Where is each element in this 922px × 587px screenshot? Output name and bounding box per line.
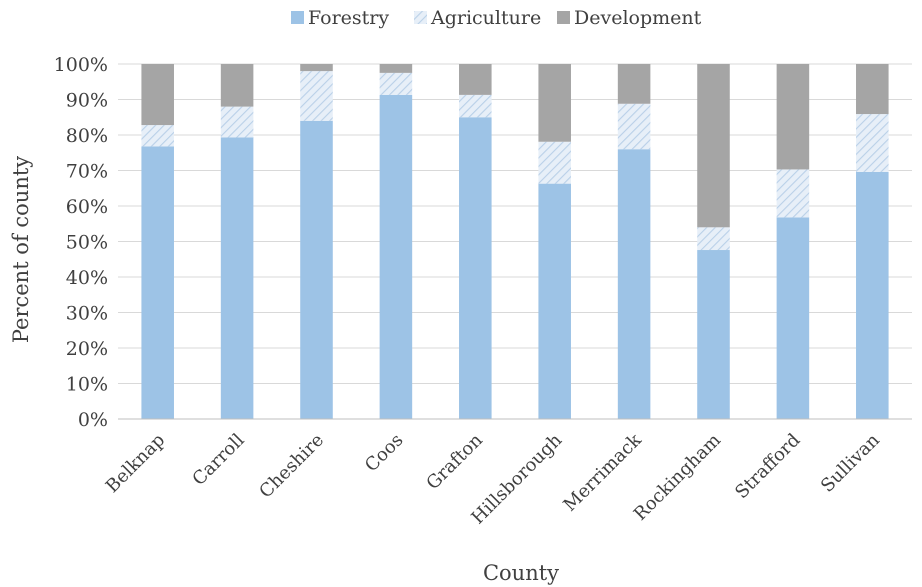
x-tick-label: Sullivan <box>817 429 884 496</box>
legend-swatch-forestry <box>291 11 304 24</box>
bars <box>141 64 889 420</box>
bar-agriculture-merrimack <box>617 103 651 150</box>
y-tick-label: 20% <box>66 338 108 360</box>
x-tick-label: Belknap <box>102 430 169 497</box>
legend: Forestry Agriculture Development <box>291 7 702 29</box>
legend-swatch-development <box>557 11 570 24</box>
y-tick-label: 30% <box>66 303 108 325</box>
bar-forestry-hillsborough <box>538 183 571 419</box>
y-tick-label: 70% <box>66 161 108 183</box>
bar-agriculture-rockingham <box>697 227 730 251</box>
y-tick-label: 90% <box>66 90 108 112</box>
bar-forestry-carroll <box>220 137 254 420</box>
bar-development-rockingham <box>697 64 730 228</box>
bar-development-belknap <box>141 64 174 126</box>
bar-development-grafton <box>459 64 492 95</box>
bar-forestry-grafton <box>459 117 492 419</box>
x-tick-label: Strafford <box>731 430 804 503</box>
bar-forestry-strafford <box>776 217 810 419</box>
y-tick-label: 60% <box>66 196 108 218</box>
legend-label-agriculture: Agriculture <box>430 7 541 29</box>
y-tick-label: 10% <box>66 374 108 396</box>
bar-development-carroll <box>220 64 254 107</box>
bar-development-strafford <box>776 64 810 170</box>
bar-agriculture-coos <box>379 72 413 95</box>
y-axis-title: Percent of county <box>9 156 33 343</box>
bar-agriculture-grafton <box>459 94 492 118</box>
x-tick-label: Merrimack <box>559 429 646 516</box>
bar-development-coos <box>379 64 413 73</box>
bar-development-cheshire <box>300 64 333 72</box>
bar-agriculture-carroll <box>220 106 254 138</box>
x-axis-ticks: Belknap Carroll Cheshire Coos GraftonHillsbo… <box>102 429 884 529</box>
legend-label-development: Development <box>574 7 702 29</box>
bar-forestry-sullivan <box>856 171 889 419</box>
bar-forestry-merrimack <box>617 149 651 419</box>
bar-agriculture-hillsborough <box>538 141 571 184</box>
y-tick-label: 0% <box>78 409 108 431</box>
bar-development-merrimack <box>617 64 651 104</box>
x-tick-label: Cheshire <box>255 430 328 503</box>
y-tick-label: 80% <box>66 125 108 147</box>
y-tick-label: 40% <box>66 267 108 289</box>
bar-agriculture-strafford <box>776 169 810 218</box>
bar-forestry-cheshire <box>300 120 333 420</box>
bar-forestry-belknap <box>141 146 174 420</box>
legend-swatch-agriculture <box>414 11 427 24</box>
bar-development-sullivan <box>856 64 889 115</box>
y-axis-ticks: 0% 10% 20% 30% 40% 50% 60% 70% 80% 90% 100% <box>54 54 108 431</box>
bar-agriculture-cheshire <box>300 71 333 121</box>
x-axis-title: County <box>483 561 559 585</box>
bar-development-hillsborough <box>538 64 571 142</box>
bar-agriculture-sullivan <box>856 114 889 172</box>
x-tick-label: Coos <box>361 430 407 476</box>
bar-forestry-rockingham <box>697 250 730 419</box>
x-tick-label: Grafton <box>422 429 487 494</box>
x-tick-label: Carroll <box>188 430 248 490</box>
y-tick-label: 100% <box>54 54 108 76</box>
bar-forestry-coos <box>379 94 413 419</box>
y-tick-label: 50% <box>66 232 108 254</box>
bar-agriculture-belknap <box>141 125 174 147</box>
legend-label-forestry: Forestry <box>308 7 389 29</box>
